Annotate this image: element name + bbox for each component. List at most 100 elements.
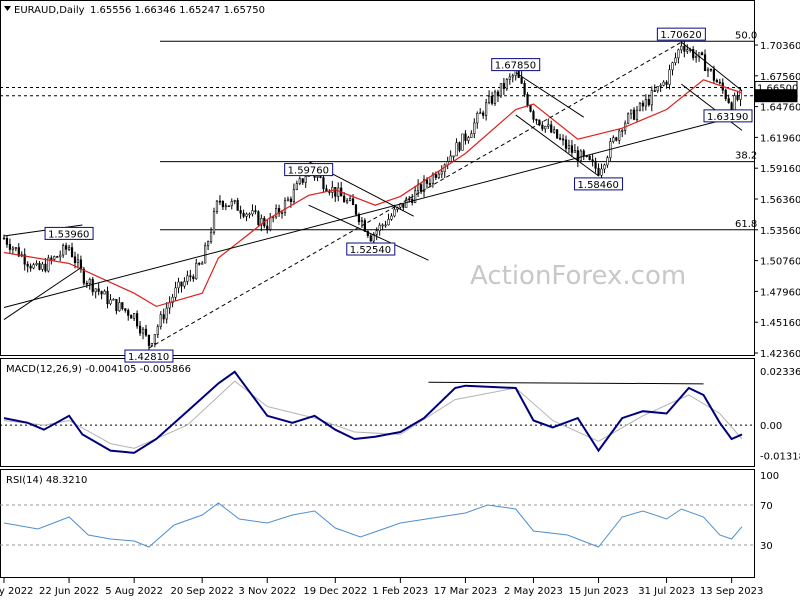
candle bbox=[627, 112, 630, 125]
sep-channel-bottom bbox=[681, 83, 743, 131]
x-tick-label: 22 Jun 2022 bbox=[39, 586, 99, 597]
candle bbox=[29, 263, 32, 272]
candle bbox=[588, 155, 591, 161]
candle bbox=[56, 255, 59, 258]
macd-layer bbox=[0, 370, 754, 454]
level-label-7: 1.42810 bbox=[124, 349, 174, 363]
candle bbox=[615, 136, 618, 142]
candle bbox=[452, 155, 455, 161]
level-text: 1.53960 bbox=[48, 229, 89, 240]
candle-body bbox=[375, 230, 378, 235]
candle-body bbox=[156, 326, 159, 335]
candle-body bbox=[88, 279, 91, 284]
candle bbox=[647, 94, 650, 107]
candle-body bbox=[570, 145, 574, 153]
candle bbox=[198, 262, 201, 266]
x-tick-label: 17 Mar 2023 bbox=[434, 586, 497, 597]
candle-body bbox=[165, 307, 168, 320]
candle-body bbox=[493, 91, 497, 104]
candle bbox=[2, 234, 6, 240]
candle-body bbox=[198, 262, 201, 265]
candle bbox=[53, 255, 56, 261]
candle bbox=[23, 248, 26, 271]
candle-body bbox=[103, 290, 106, 295]
candle bbox=[597, 163, 600, 177]
candle-body bbox=[224, 205, 227, 208]
candle bbox=[446, 156, 449, 170]
candle-body bbox=[209, 231, 213, 243]
candle bbox=[337, 182, 340, 202]
sep-channel-top bbox=[681, 41, 743, 92]
candle-body bbox=[289, 198, 293, 203]
candle-body bbox=[523, 82, 526, 95]
candle-body bbox=[556, 129, 559, 139]
level-box bbox=[656, 27, 706, 41]
level-text: 1.63190 bbox=[707, 112, 748, 123]
candle bbox=[328, 189, 331, 196]
candle bbox=[387, 213, 390, 226]
candle-body bbox=[153, 334, 156, 344]
rsi-panel-frame bbox=[0, 469, 755, 578]
candle bbox=[32, 262, 35, 270]
candle-body bbox=[5, 237, 9, 245]
candle-body bbox=[582, 150, 585, 157]
candle-body bbox=[683, 45, 686, 52]
candle bbox=[180, 281, 183, 293]
left-channel-top bbox=[3, 224, 83, 237]
candle bbox=[665, 80, 668, 89]
macd-resistance-line bbox=[428, 381, 704, 385]
level-label-0: 1.70620 bbox=[656, 27, 706, 41]
candle bbox=[479, 108, 482, 115]
candle bbox=[121, 302, 124, 311]
candle-body bbox=[629, 109, 633, 115]
candle bbox=[183, 277, 186, 289]
candle bbox=[437, 170, 440, 180]
candle-body bbox=[73, 256, 77, 264]
x-tick-label: 20 Sep 2022 bbox=[170, 586, 233, 597]
may-channel-bottom bbox=[515, 114, 599, 177]
candle-body bbox=[346, 200, 349, 203]
candle-body bbox=[455, 142, 458, 157]
candle-body bbox=[65, 245, 68, 250]
candle-body bbox=[363, 220, 366, 232]
candle bbox=[115, 298, 118, 315]
candle-body bbox=[266, 225, 269, 230]
dashed-support-line bbox=[148, 41, 682, 349]
candle bbox=[428, 178, 432, 188]
candle-body bbox=[23, 254, 26, 265]
dropdown-triangle-icon[interactable] bbox=[4, 6, 11, 11]
candle bbox=[189, 269, 192, 282]
candle bbox=[508, 73, 511, 85]
candle bbox=[248, 212, 251, 219]
candle-body bbox=[183, 281, 186, 287]
candle-body bbox=[653, 90, 656, 92]
candle bbox=[360, 217, 364, 229]
candle-body bbox=[499, 83, 503, 97]
candle bbox=[511, 73, 514, 83]
candle bbox=[727, 94, 730, 104]
candle-body bbox=[458, 142, 461, 151]
candle bbox=[301, 178, 304, 185]
candle bbox=[174, 281, 177, 301]
candle-body bbox=[558, 137, 562, 140]
price-tick-label: 1.45160 bbox=[760, 318, 800, 329]
candle-body bbox=[82, 268, 85, 284]
fib-label-0: 50.0 bbox=[735, 30, 757, 41]
candle bbox=[496, 89, 500, 103]
candle bbox=[529, 104, 532, 113]
candle-body bbox=[390, 215, 393, 220]
candle-body bbox=[695, 56, 698, 59]
level-box bbox=[346, 242, 396, 256]
candle bbox=[286, 196, 290, 202]
candle-body bbox=[677, 49, 680, 59]
dec-channel-bottom bbox=[308, 204, 429, 261]
candle bbox=[473, 118, 476, 139]
candle bbox=[8, 238, 12, 254]
candle-body bbox=[550, 124, 553, 133]
candle-body bbox=[56, 256, 59, 258]
candle bbox=[298, 176, 301, 186]
candle-body bbox=[434, 174, 437, 178]
candle-body bbox=[547, 124, 550, 127]
level-label-2: 1.63190 bbox=[703, 109, 753, 123]
candle-body bbox=[535, 119, 538, 121]
